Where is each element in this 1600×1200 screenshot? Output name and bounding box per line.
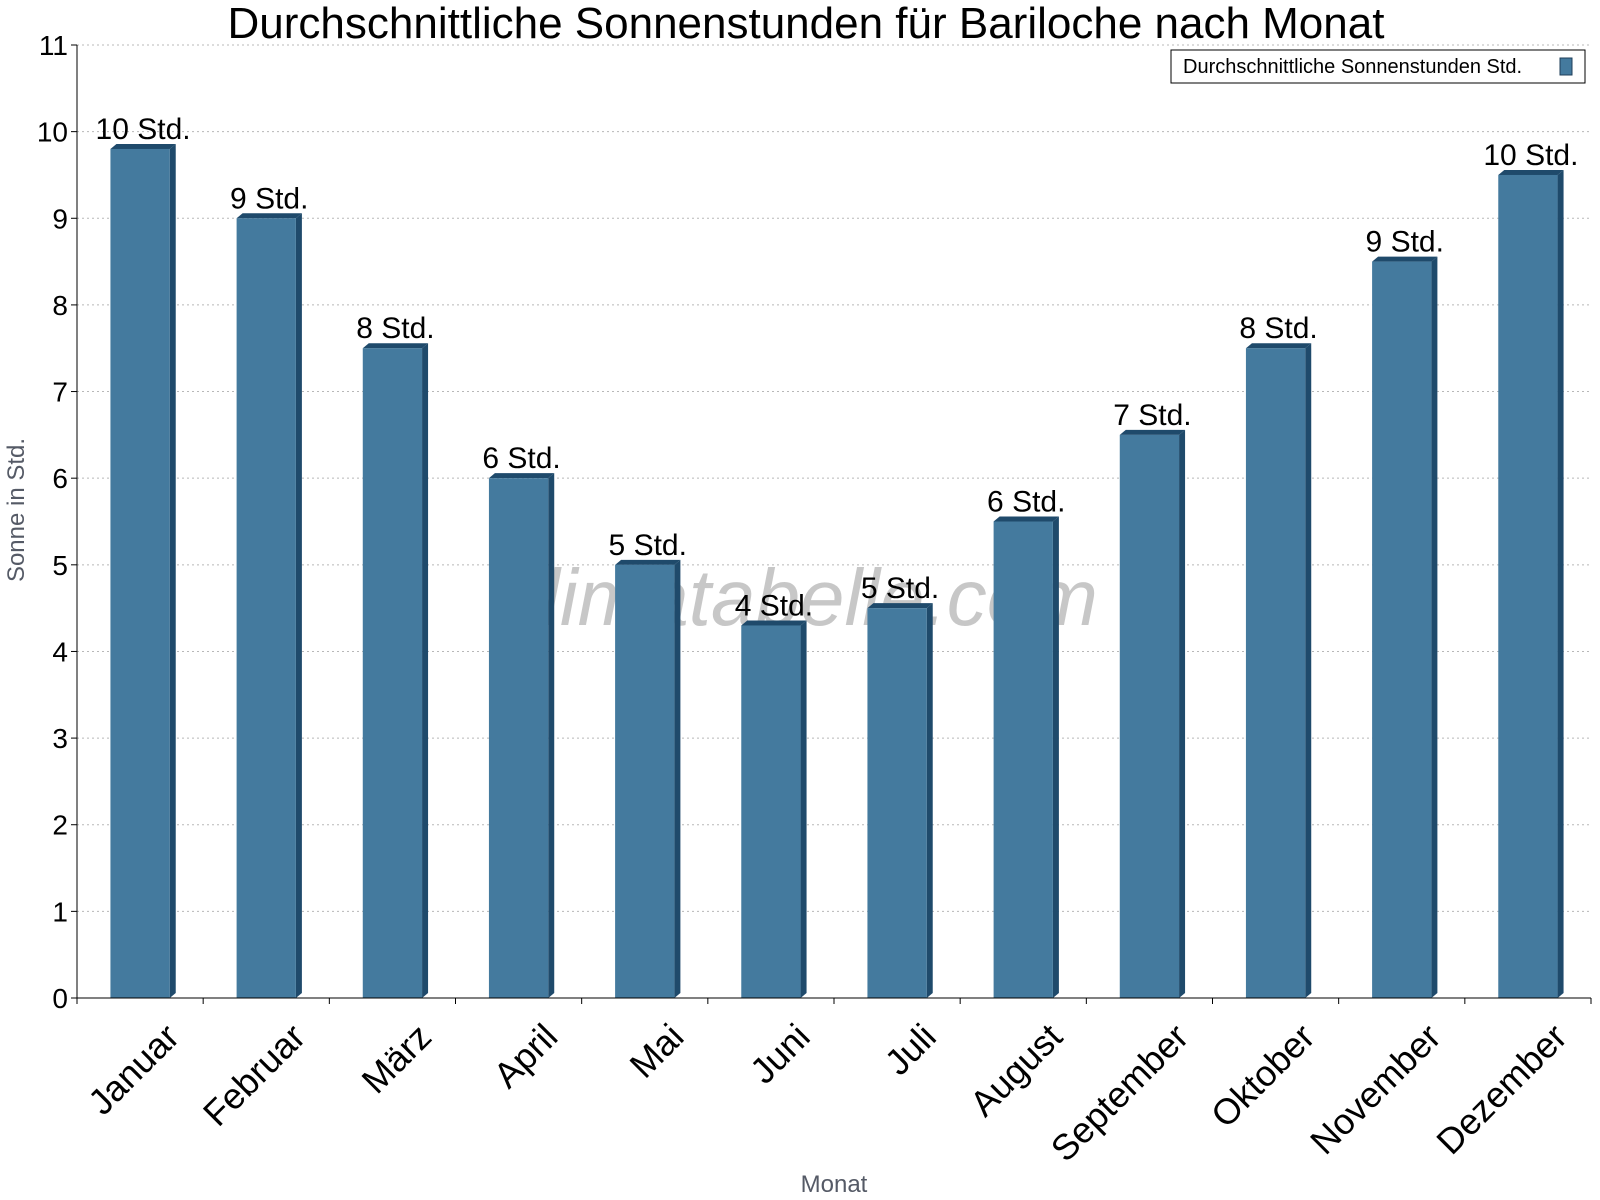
bar-top (488, 473, 555, 479)
bar-front (236, 218, 296, 999)
x-tick-label: September (1043, 1016, 1197, 1170)
bar (488, 473, 555, 998)
gridlines (77, 44, 1591, 912)
legend-label: Durchschnittliche Sonnenstunden Std. (1183, 56, 1522, 78)
bar-side (548, 473, 555, 998)
bar-front (488, 478, 549, 998)
y-tick-label: 4 (52, 636, 68, 667)
bar-side (1431, 256, 1438, 998)
y-tick-label: 5 (52, 550, 68, 581)
data-label: 9 Std. (1366, 226, 1444, 259)
y-tick-label: 9 (52, 203, 68, 234)
x-tick-label: Juli (877, 1016, 944, 1083)
bar-top (1372, 256, 1438, 262)
bar (867, 603, 933, 998)
x-tick-label: März (354, 1016, 440, 1102)
bar-side (1557, 169, 1564, 999)
x-tick-label: Januar (80, 1016, 187, 1123)
bar-side (169, 143, 176, 999)
bar-side (1052, 516, 1059, 998)
data-label: 6 Std. (987, 486, 1065, 519)
bars (110, 143, 1564, 999)
bar (741, 620, 807, 998)
y-tick-label: 8 (52, 290, 68, 321)
bar-side (422, 343, 429, 998)
bar-front (1372, 261, 1432, 998)
y-tick-label: 3 (52, 723, 68, 754)
bar (615, 559, 681, 998)
data-labels: 10 Std. 9 Std. 8 Std. 6 Std. 5 Std. 4 Std. 5 S… (96, 113, 1579, 622)
bar (236, 213, 302, 999)
x-tick-label: Juni (742, 1016, 818, 1092)
legend-box (1170, 49, 1586, 84)
legend: Durchschnittliche Sonnenstunden Std. (1170, 49, 1586, 84)
y-axis-label: Sonne in Std. (3, 438, 30, 582)
data-label: 9 Std. (230, 182, 308, 215)
bar-front (741, 625, 801, 998)
bar-top (993, 516, 1059, 522)
x-tick-label: Mai (621, 1016, 691, 1086)
data-label: 8 Std. (356, 312, 434, 345)
x-tick-label: Februar (195, 1016, 313, 1134)
data-label: 10 Std. (1483, 139, 1578, 172)
x-tick-label: April (485, 1016, 565, 1096)
y-tick-label: 11 (39, 30, 68, 61)
bar (110, 143, 176, 999)
bar-top (236, 213, 302, 219)
y-tick-label: 0 (52, 983, 68, 1014)
bar-side (295, 213, 302, 999)
legend-swatch (1559, 57, 1573, 76)
y-tick-label: 10 (37, 117, 68, 148)
bar (993, 516, 1059, 998)
data-label: 5 Std. (861, 572, 939, 605)
bar-top (741, 620, 807, 626)
bar-side (926, 603, 933, 998)
data-label: 8 Std. (1239, 312, 1317, 345)
bar (1119, 429, 1186, 998)
x-tick-label: Oktober (1203, 1016, 1323, 1136)
bar-side (800, 620, 807, 998)
x-tick-label: Dezember (1428, 1016, 1574, 1162)
x-tick-label: November (1302, 1016, 1448, 1162)
y-tick-label: 1 (52, 896, 68, 927)
bar-top (110, 143, 176, 149)
bar (362, 343, 429, 998)
bar-top (615, 559, 681, 565)
y-tick-label: 7 (52, 377, 68, 408)
bar-front (110, 148, 170, 999)
bar-front (1245, 348, 1306, 998)
bar-front (867, 608, 927, 998)
bar-top (1245, 343, 1312, 349)
data-label: 5 Std. (609, 529, 687, 562)
bar-side (674, 559, 681, 998)
x-tick-label: August (962, 1016, 1070, 1124)
bar-front (362, 348, 423, 998)
data-label: 7 Std. (1113, 399, 1191, 432)
data-label: 10 Std. (96, 113, 191, 146)
data-label: 4 Std. (735, 589, 813, 622)
bar-top (1498, 169, 1564, 175)
bar-top (867, 603, 933, 609)
chart-title: Durchschnittliche Sonnenstunden für Bari… (228, 0, 1385, 48)
bar-front (1119, 434, 1180, 998)
y-tick-label: 6 (52, 463, 68, 494)
bar (1498, 169, 1564, 999)
data-label: 6 Std. (482, 442, 560, 475)
bar-side (1305, 343, 1312, 998)
bar-front (615, 564, 675, 998)
bar (1245, 343, 1312, 998)
bar-top (362, 343, 429, 349)
bar-front (1498, 174, 1558, 999)
bar-top (1119, 429, 1186, 435)
bar-side (1179, 429, 1186, 998)
y-tick-label: 2 (52, 810, 68, 841)
bar-front (993, 521, 1053, 998)
x-axis-label: Monat (801, 1171, 868, 1198)
bar (1372, 256, 1438, 998)
